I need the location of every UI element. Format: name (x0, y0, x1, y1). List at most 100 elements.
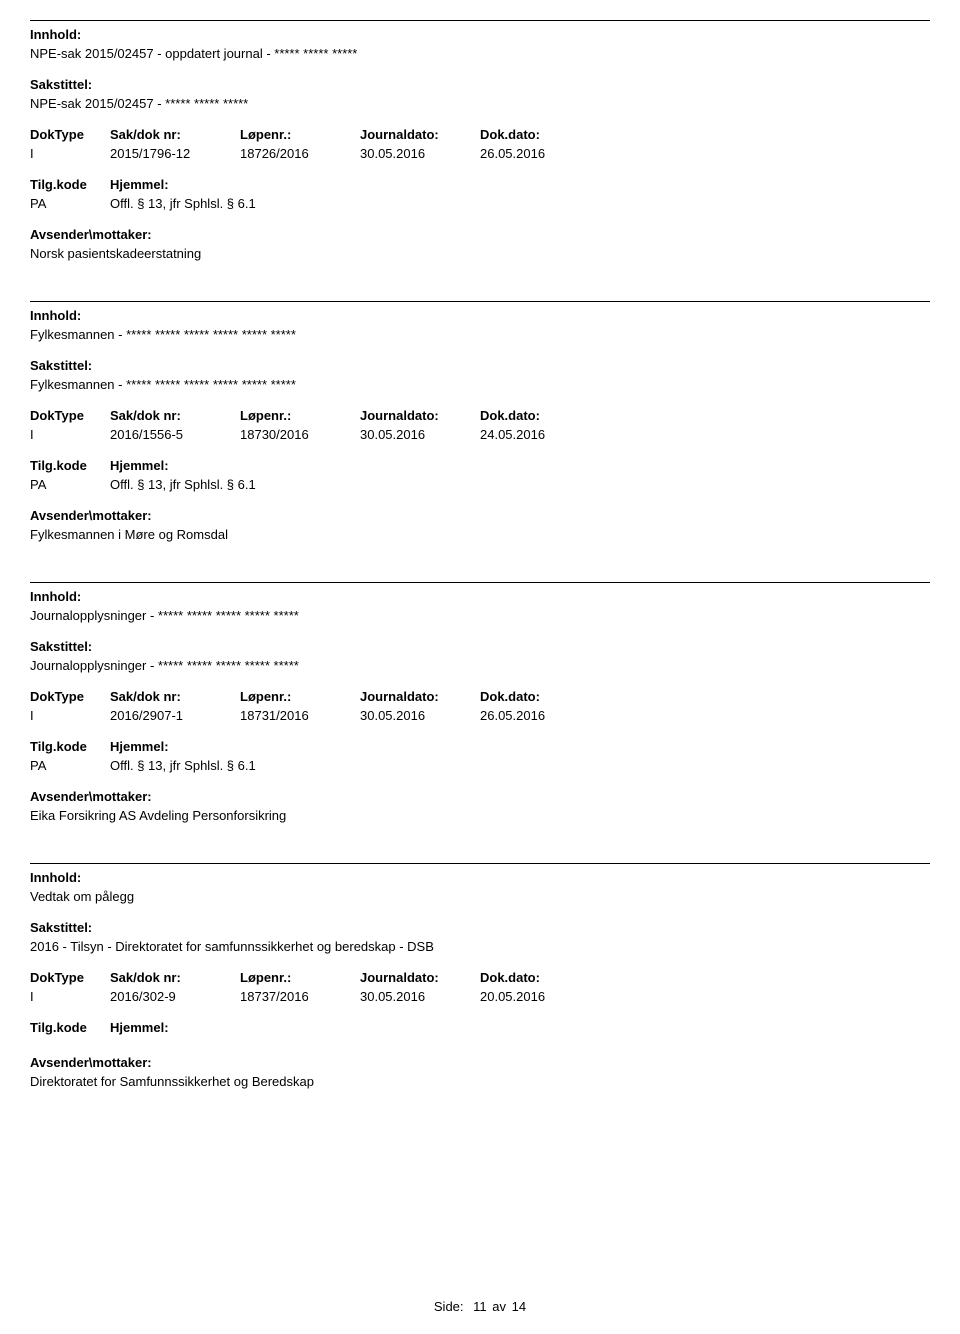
value-sakdoknr: 2016/2907-1 (110, 708, 240, 723)
avsender-value: Eika Forsikring AS Avdeling Personforsik… (30, 808, 930, 823)
sakstittel-value: Fylkesmannen - ***** ***** ***** ***** *… (30, 377, 930, 392)
header-dokdato: Dok.dato: (480, 127, 600, 142)
tilg-values: PA Offl. § 13, jfr Sphlsl. § 6.1 (30, 758, 930, 773)
tilg-headers: Tilg.kode Hjemmel: (30, 177, 930, 192)
avsender-value: Norsk pasientskadeerstatning (30, 246, 930, 261)
value-hjemmel: Offl. § 13, jfr Sphlsl. § 6.1 (110, 196, 930, 211)
value-dokdato: 24.05.2016 (480, 427, 600, 442)
header-hjemmel: Hjemmel: (110, 1020, 930, 1035)
header-tilgkode: Tilg.kode (30, 1020, 110, 1035)
value-lopenr: 18730/2016 (240, 427, 360, 442)
innhold-label: Innhold: (30, 308, 930, 323)
journal-entry: Innhold: Vedtak om pålegg Sakstittel: 20… (30, 863, 930, 1089)
value-journaldato: 30.05.2016 (360, 427, 480, 442)
header-doktype: DokType (30, 408, 110, 423)
innhold-value: Vedtak om pålegg (30, 889, 930, 904)
tilg-values: PA Offl. § 13, jfr Sphlsl. § 6.1 (30, 196, 930, 211)
innhold-label: Innhold: (30, 870, 930, 885)
avsender-label: Avsender\mottaker: (30, 508, 930, 523)
header-sakdoknr: Sak/dok nr: (110, 970, 240, 985)
tilg-headers: Tilg.kode Hjemmel: (30, 458, 930, 473)
sakstittel-value: 2016 - Tilsyn - Direktoratet for samfunn… (30, 939, 930, 954)
value-journaldato: 30.05.2016 (360, 989, 480, 1004)
sakstittel-label: Sakstittel: (30, 77, 930, 92)
value-lopenr: 18726/2016 (240, 146, 360, 161)
sakstittel-value: Journalopplysninger - ***** ***** ***** … (30, 658, 930, 673)
header-journaldato: Journaldato: (360, 127, 480, 142)
header-tilgkode: Tilg.kode (30, 177, 110, 192)
header-doktype: DokType (30, 689, 110, 704)
header-tilgkode: Tilg.kode (30, 739, 110, 754)
sakstittel-label: Sakstittel: (30, 920, 930, 935)
header-sakdoknr: Sak/dok nr: (110, 689, 240, 704)
value-dokdato: 26.05.2016 (480, 146, 600, 161)
tilg-headers: Tilg.kode Hjemmel: (30, 1020, 930, 1035)
header-hjemmel: Hjemmel: (110, 177, 930, 192)
journal-entry: Innhold: Fylkesmannen - ***** ***** ****… (30, 301, 930, 542)
header-dokdato: Dok.dato: (480, 408, 600, 423)
header-lopenr: Løpenr.: (240, 408, 360, 423)
avsender-value: Fylkesmannen i Møre og Romsdal (30, 527, 930, 542)
header-dokdato: Dok.dato: (480, 970, 600, 985)
header-tilgkode: Tilg.kode (30, 458, 110, 473)
value-doktype: I (30, 708, 110, 723)
sakstittel-label: Sakstittel: (30, 639, 930, 654)
journal-entry: Innhold: NPE-sak 2015/02457 - oppdatert … (30, 20, 930, 261)
sakstittel-label: Sakstittel: (30, 358, 930, 373)
sakstittel-value: NPE-sak 2015/02457 - ***** ***** ***** (30, 96, 930, 111)
avsender-label: Avsender\mottaker: (30, 1055, 930, 1070)
value-doktype: I (30, 146, 110, 161)
table-row: I 2016/2907-1 18731/2016 30.05.2016 26.0… (30, 708, 930, 723)
header-doktype: DokType (30, 127, 110, 142)
value-tilgkode: PA (30, 477, 110, 492)
header-sakdoknr: Sak/dok nr: (110, 127, 240, 142)
avsender-label: Avsender\mottaker: (30, 227, 930, 242)
header-lopenr: Løpenr.: (240, 689, 360, 704)
table-headers: DokType Sak/dok nr: Løpenr.: Journaldato… (30, 689, 930, 704)
value-doktype: I (30, 989, 110, 1004)
header-hjemmel: Hjemmel: (110, 739, 930, 754)
header-hjemmel: Hjemmel: (110, 458, 930, 473)
value-lopenr: 18737/2016 (240, 989, 360, 1004)
table-row: I 2016/1556-5 18730/2016 30.05.2016 24.0… (30, 427, 930, 442)
header-journaldato: Journaldato: (360, 970, 480, 985)
table-headers: DokType Sak/dok nr: Løpenr.: Journaldato… (30, 127, 930, 142)
header-sakdoknr: Sak/dok nr: (110, 408, 240, 423)
header-dokdato: Dok.dato: (480, 689, 600, 704)
value-journaldato: 30.05.2016 (360, 708, 480, 723)
footer-total: 14 (512, 1299, 526, 1314)
value-dokdato: 26.05.2016 (480, 708, 600, 723)
avsender-value: Direktoratet for Samfunnssikkerhet og Be… (30, 1074, 930, 1089)
table-headers: DokType Sak/dok nr: Løpenr.: Journaldato… (30, 970, 930, 985)
header-journaldato: Journaldato: (360, 689, 480, 704)
footer-of: av (492, 1299, 506, 1314)
value-sakdoknr: 2016/302-9 (110, 989, 240, 1004)
innhold-value: Journalopplysninger - ***** ***** ***** … (30, 608, 930, 623)
tilg-values: PA Offl. § 13, jfr Sphlsl. § 6.1 (30, 477, 930, 492)
footer-page: 11 (473, 1299, 487, 1314)
tilg-headers: Tilg.kode Hjemmel: (30, 739, 930, 754)
page-footer: Side: 11 av 14 (0, 1299, 960, 1314)
value-sakdoknr: 2016/1556-5 (110, 427, 240, 442)
value-lopenr: 18731/2016 (240, 708, 360, 723)
value-tilgkode: PA (30, 196, 110, 211)
table-row: I 2015/1796-12 18726/2016 30.05.2016 26.… (30, 146, 930, 161)
innhold-label: Innhold: (30, 27, 930, 42)
innhold-value: Fylkesmannen - ***** ***** ***** ***** *… (30, 327, 930, 342)
header-journaldato: Journaldato: (360, 408, 480, 423)
header-lopenr: Løpenr.: (240, 970, 360, 985)
value-dokdato: 20.05.2016 (480, 989, 600, 1004)
value-hjemmel: Offl. § 13, jfr Sphlsl. § 6.1 (110, 477, 930, 492)
innhold-value: NPE-sak 2015/02457 - oppdatert journal -… (30, 46, 930, 61)
table-row: I 2016/302-9 18737/2016 30.05.2016 20.05… (30, 989, 930, 1004)
value-doktype: I (30, 427, 110, 442)
header-lopenr: Løpenr.: (240, 127, 360, 142)
value-sakdoknr: 2015/1796-12 (110, 146, 240, 161)
value-hjemmel: Offl. § 13, jfr Sphlsl. § 6.1 (110, 758, 930, 773)
avsender-label: Avsender\mottaker: (30, 789, 930, 804)
table-headers: DokType Sak/dok nr: Løpenr.: Journaldato… (30, 408, 930, 423)
footer-label: Side: (434, 1299, 464, 1314)
innhold-label: Innhold: (30, 589, 930, 604)
value-journaldato: 30.05.2016 (360, 146, 480, 161)
value-tilgkode: PA (30, 758, 110, 773)
